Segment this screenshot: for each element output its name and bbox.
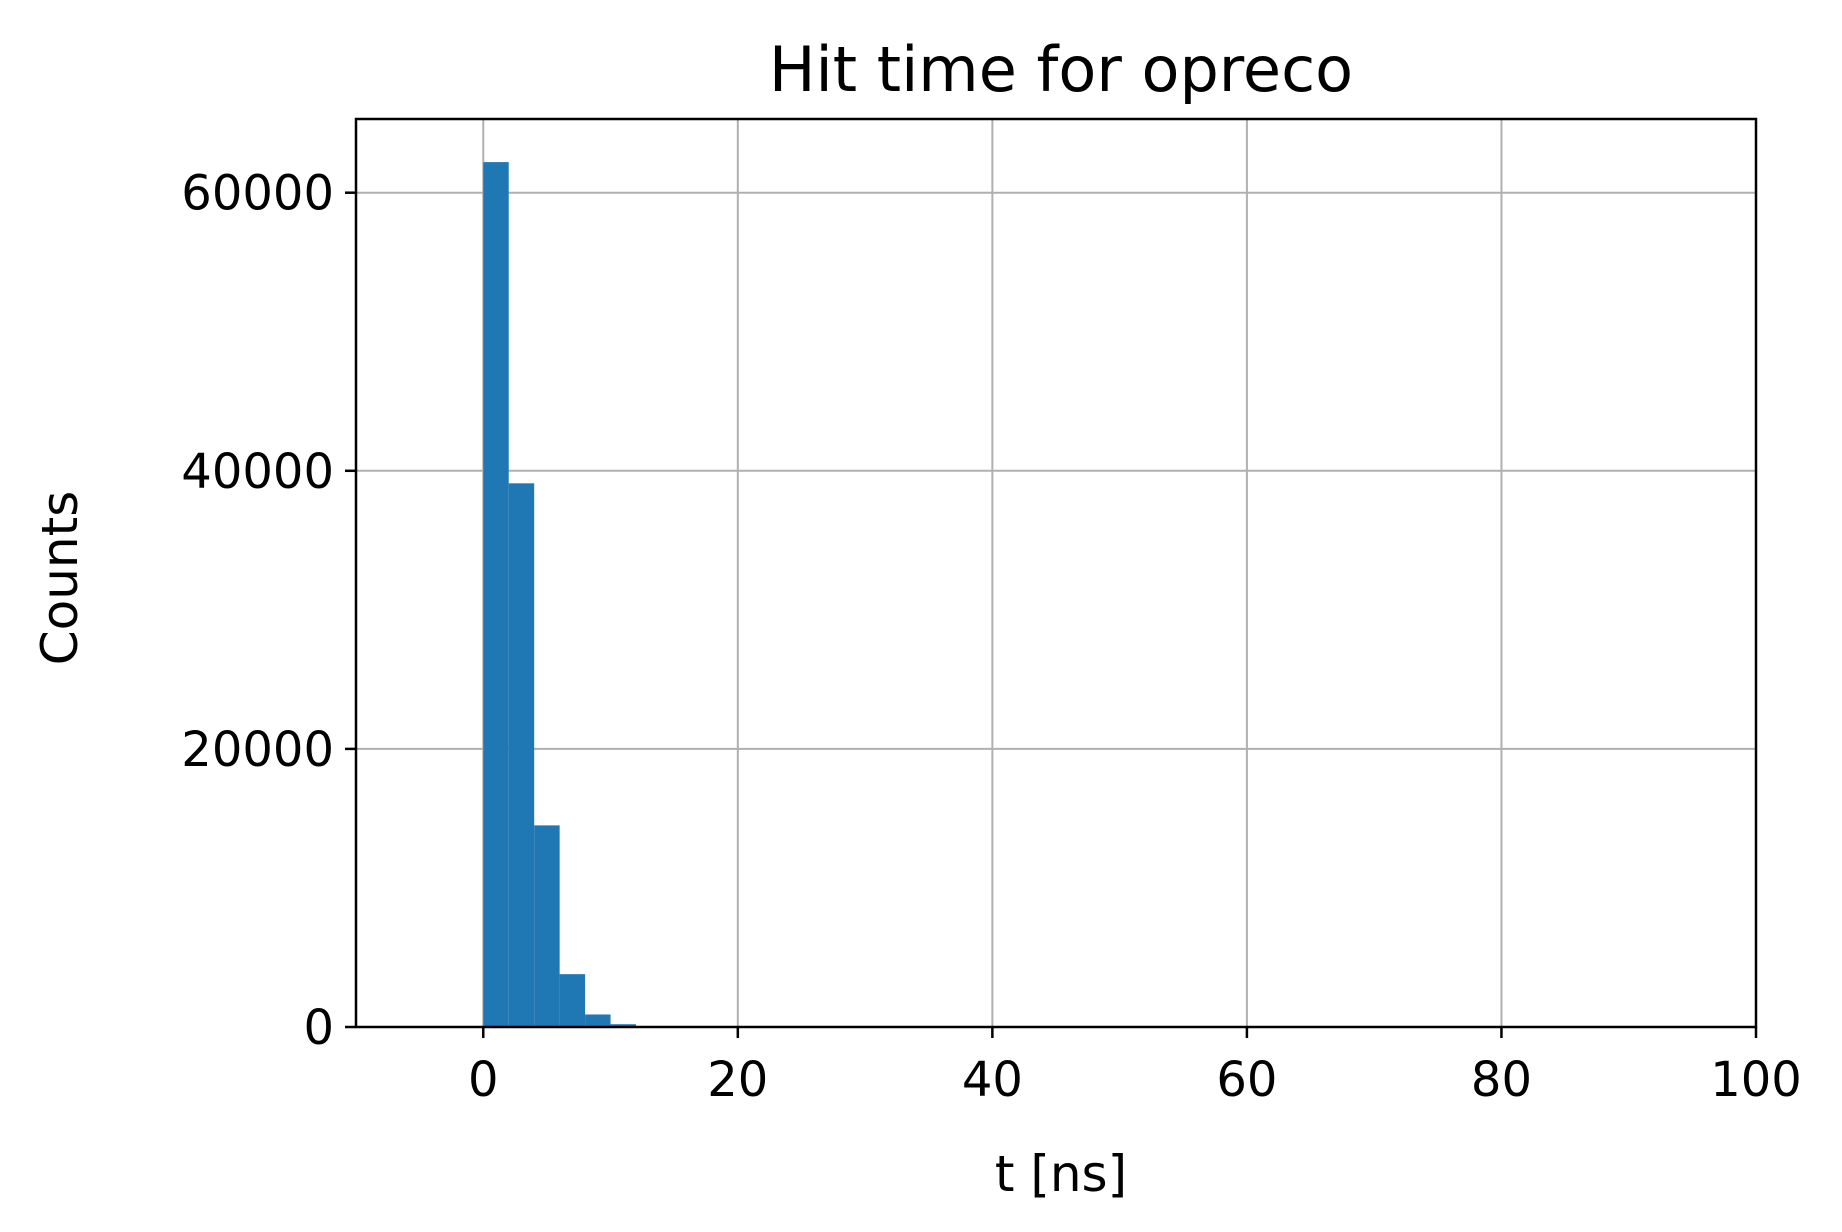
x-tick-label: 0 bbox=[468, 1052, 499, 1108]
histogram-bar bbox=[610, 1024, 636, 1027]
x-tick-label: 60 bbox=[1216, 1052, 1277, 1108]
y-tick-label: 60000 bbox=[181, 166, 334, 222]
y-tick-label: 40000 bbox=[181, 444, 334, 500]
y-axis-ticks: 0 20000 40000 60000 bbox=[181, 166, 356, 1056]
histogram-bar bbox=[559, 974, 586, 1027]
plot-area-frame bbox=[354, 117, 1758, 1029]
y-axis-label: Counts bbox=[31, 491, 89, 666]
x-axis-label: t [ns] bbox=[995, 1145, 1127, 1203]
histogram-bars bbox=[483, 162, 662, 1028]
x-axis-ticks: 0 20 40 60 80 100 bbox=[468, 1027, 1802, 1108]
chart-title: Hit time for opreco bbox=[769, 33, 1353, 106]
x-tick-label: 20 bbox=[707, 1052, 768, 1108]
x-tick-label: 40 bbox=[962, 1052, 1023, 1108]
x-tick-label: 80 bbox=[1471, 1052, 1532, 1108]
histogram-bar bbox=[508, 483, 535, 1028]
y-tick-label: 20000 bbox=[181, 722, 334, 778]
x-tick-label: 100 bbox=[1710, 1052, 1802, 1108]
histogram-bar bbox=[585, 1014, 611, 1027]
histogram-bar bbox=[483, 162, 509, 1028]
y-tick-label: 0 bbox=[303, 1000, 334, 1056]
histogram-bar bbox=[534, 825, 560, 1027]
